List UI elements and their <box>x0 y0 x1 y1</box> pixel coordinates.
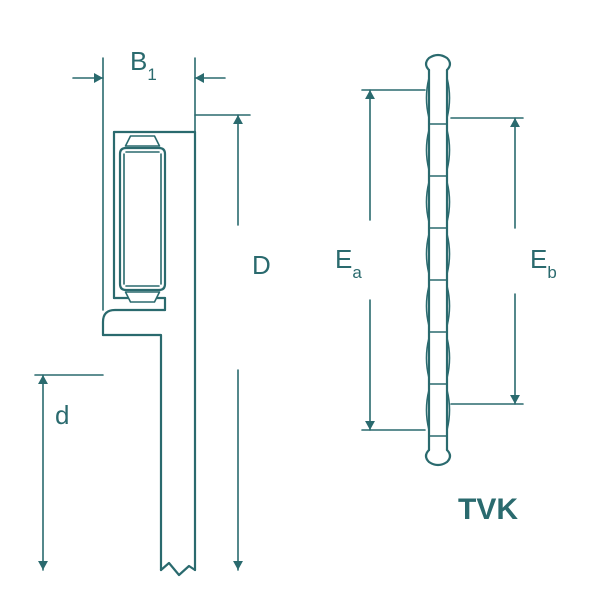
label-Ea: Ea <box>335 244 362 279</box>
label-title: TVK <box>458 493 518 527</box>
label-D: D <box>252 250 271 281</box>
label-Eb-sub: b <box>547 263 556 282</box>
diagram-canvas: B1 D d Ea Eb TVK <box>0 0 600 600</box>
label-d: d <box>55 400 69 431</box>
label-Ea-sub: a <box>352 263 361 282</box>
label-B1: B1 <box>130 46 157 81</box>
label-Eb: Eb <box>530 244 557 279</box>
label-Eb-main: E <box>530 244 547 274</box>
label-B1-main: B <box>130 46 147 76</box>
label-B1-sub: 1 <box>147 65 156 84</box>
label-Ea-main: E <box>335 244 352 274</box>
